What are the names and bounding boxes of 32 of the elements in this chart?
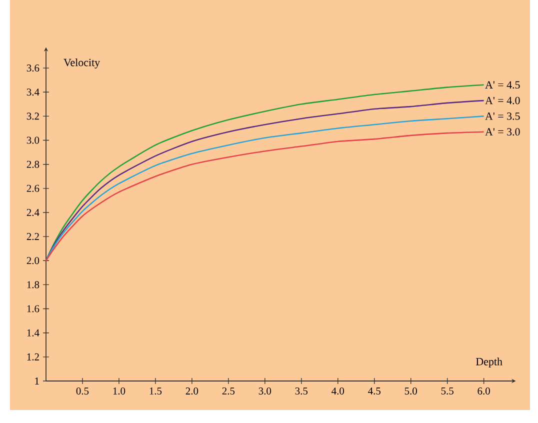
x-tick-label: 2.5 bbox=[222, 388, 235, 395]
y-tick-label: 1.4 bbox=[27, 329, 40, 336]
x-tick-label: 3.0 bbox=[258, 388, 272, 395]
y-tick-label: 3.4 bbox=[26, 88, 40, 96]
series-label: A' = 4.0 bbox=[485, 96, 520, 104]
x-tick-label: 5.0 bbox=[404, 388, 417, 395]
x-tick-label: 4.0 bbox=[332, 388, 344, 395]
series-label: A' = 3.0 bbox=[485, 128, 520, 136]
y-tick-label: 2.4 bbox=[26, 208, 40, 216]
series-label: A' = 4.5 bbox=[485, 81, 520, 89]
x-tick-label: 1.0 bbox=[113, 388, 126, 395]
y-tick-label: 2.8 bbox=[26, 160, 40, 168]
y-tick-label: 2.2 bbox=[26, 233, 39, 240]
y-tick-label: 2.6 bbox=[26, 184, 40, 192]
y-tick-label: 1.8 bbox=[27, 281, 40, 288]
series-label: A' = 3.5 bbox=[485, 112, 520, 120]
y-tick-label: 1.2 bbox=[27, 353, 39, 360]
x-tick-label: 3.5 bbox=[295, 388, 308, 395]
x-tick-label: 5.5 bbox=[441, 388, 454, 394]
x-tick-label: 1.5 bbox=[150, 388, 162, 395]
y-tick-label: 1.6 bbox=[27, 305, 40, 312]
x-tick-label: 2.0 bbox=[186, 388, 198, 395]
y-tick-label: 3.0 bbox=[26, 136, 40, 144]
y-axis-title: Velocity bbox=[64, 58, 100, 68]
y-tick-label: 2.0 bbox=[26, 257, 40, 264]
x-tick-label: 6.0 bbox=[478, 388, 490, 395]
y-tick-label: 3.2 bbox=[26, 112, 39, 120]
y-tick-label: 3.6 bbox=[26, 64, 40, 72]
x-tick-label: 0.5 bbox=[76, 388, 89, 395]
x-tick-label: 4.5 bbox=[368, 388, 380, 395]
y-tick-label: 1 bbox=[35, 378, 39, 384]
x-axis-title: Depth bbox=[476, 358, 502, 368]
